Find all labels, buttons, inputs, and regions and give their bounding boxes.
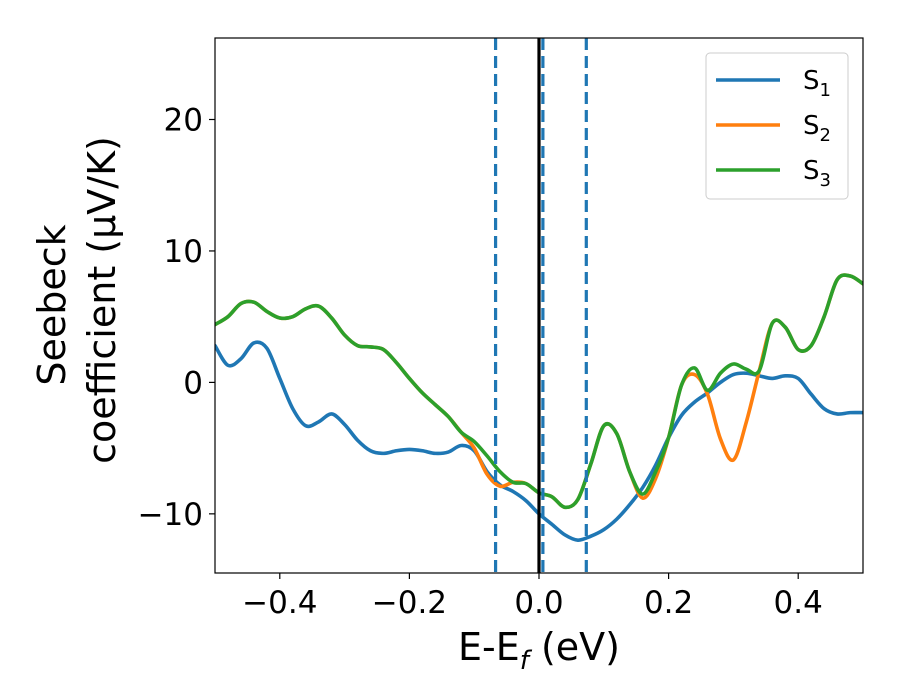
y-tick-label: −10 (138, 497, 203, 533)
legend: S1 S2 S3 (705, 52, 849, 200)
x-axis-label: E-Ef (eV) (458, 625, 620, 676)
x-tick-label: 0.2 (644, 585, 693, 621)
y-axis-label-line1: Seebeck (30, 224, 74, 385)
x-tick-label: 0.0 (514, 585, 563, 621)
x-tick-label: −0.4 (242, 585, 317, 621)
legend-items: S1 S2 S3 (716, 66, 831, 191)
y-tick-label: 0 (183, 365, 203, 401)
x-axis-ticks: −0.4 −0.2 0.0 0.2 0.4 (242, 573, 823, 621)
y-tick-label: 10 (164, 234, 203, 270)
x-tick-label: −0.2 (372, 585, 447, 621)
y-axis-label-line2: coefficient (μV/K) (80, 136, 124, 464)
legend-label-s1: S1 (803, 66, 831, 101)
vline-layer (493, 38, 588, 573)
x-tick-label: 0.4 (774, 585, 823, 621)
x-axis-label-unit: (eV) (529, 625, 620, 669)
legend-label-s3: S3 (803, 156, 831, 191)
y-axis-ticks: −10 0 10 20 (138, 102, 215, 533)
legend-label-s2: S2 (803, 111, 831, 146)
x-axis-label-main: E-E (458, 625, 520, 669)
y-tick-label: 20 (164, 102, 203, 138)
